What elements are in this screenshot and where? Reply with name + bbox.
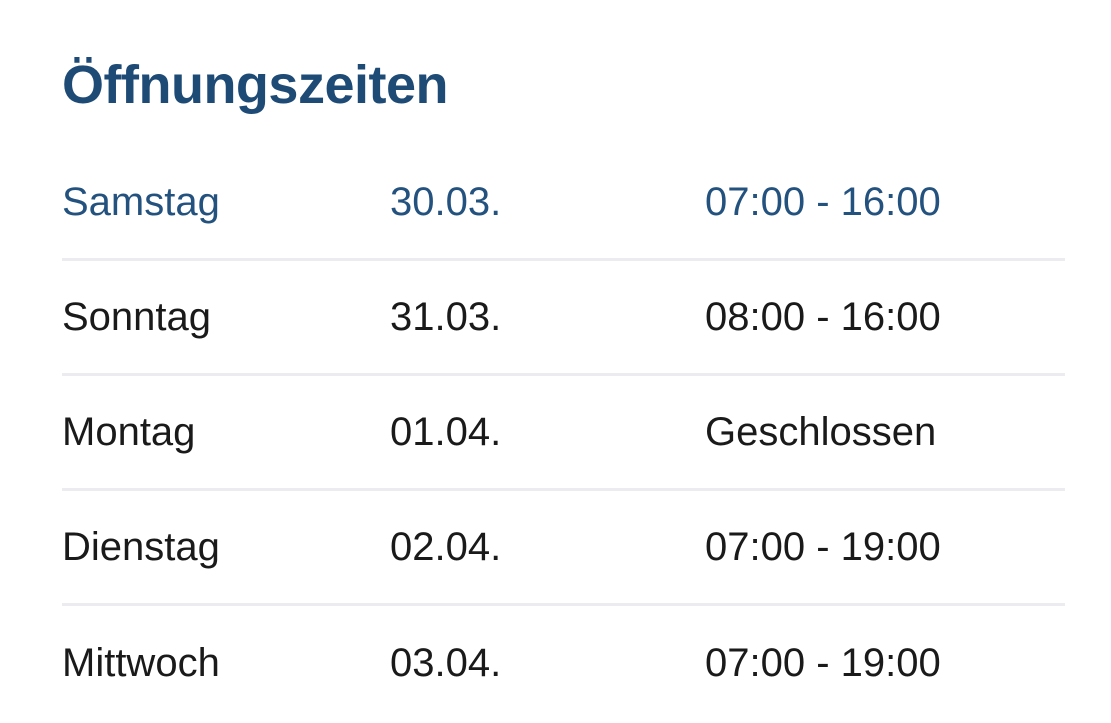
page-title: Öffnungszeiten [62, 55, 448, 115]
opening-hours-table: Samstag 30.03. 07:00 - 16:00 Sonntag 31.03. 0… [62, 146, 1065, 719]
day-cell: Sonntag [62, 295, 212, 340]
day-cell: Dienstag [62, 525, 220, 570]
table-row: Montag 01.04. Geschlossen [62, 376, 1065, 492]
hours-cell: 07:00 - 16:00 [705, 180, 941, 225]
date-cell: 01.04. [390, 410, 502, 455]
date-cell: 02.04. [390, 525, 502, 570]
date-cell: 31.03. [390, 295, 502, 340]
day-cell: Mittwoch [62, 640, 220, 685]
hours-cell: 08:00 - 16:00 [705, 295, 941, 340]
day-cell: Montag [62, 410, 196, 455]
table-row: Dienstag 02.04. 07:00 - 19:00 [62, 491, 1065, 607]
hours-cell: 07:00 - 19:00 [705, 525, 941, 570]
table-row: Samstag 30.03. 07:00 - 16:00 [62, 146, 1065, 262]
date-cell: 03.04. [390, 640, 502, 685]
date-cell: 30.03. [390, 180, 502, 225]
table-row: Sonntag 31.03. 08:00 - 16:00 [62, 261, 1065, 377]
hours-cell: Geschlossen [705, 410, 937, 455]
hours-cell: 07:00 - 19:00 [705, 640, 941, 685]
day-cell: Samstag [62, 180, 220, 225]
table-row: Mittwoch 03.04. 07:00 - 19:00 [62, 606, 1065, 719]
